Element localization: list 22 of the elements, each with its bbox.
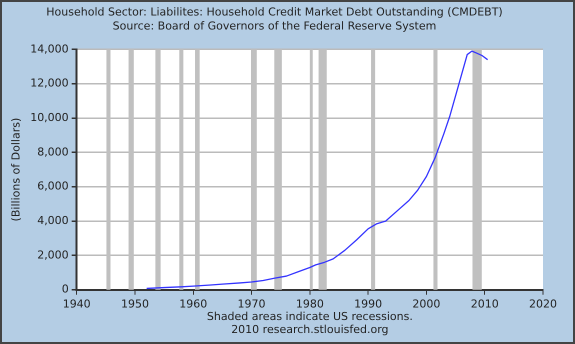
text: Shaded areas indicate US recessions. [206, 310, 413, 323]
y-axis-title: (Billions of Dollars) [9, 118, 22, 222]
x-tick-label: 1960 [179, 297, 208, 310]
x-tick-label: 2010 [470, 297, 499, 310]
x-tick-label: 1950 [120, 297, 149, 310]
y-tick-label: 2,000 [37, 248, 69, 262]
y-tick-label: 4,000 [37, 214, 69, 227]
y-tick-label: 14,000 [30, 42, 69, 56]
chart-subtitle: Source: Board of Governors of the Federal Reserve System [112, 20, 436, 33]
y-tick-label: 6,000 [37, 180, 69, 193]
x-tick-label: 2020 [529, 297, 557, 310]
x-tick-label: 1970 [238, 297, 266, 310]
x-tick-label: 1980 [296, 297, 324, 310]
y-tick-label: 0 [62, 282, 69, 296]
x-tick-label: 2000 [412, 297, 440, 310]
y-tick-label: 10,000 [30, 110, 69, 124]
x-tick-label: 1940 [62, 297, 91, 310]
y-tick-label: 8,000 [37, 145, 69, 158]
text: 2010 research.stlouisfed.org [231, 323, 389, 336]
chart-title: Household Sector: Liabilites: Household Credit Market Debt Outstanding (CMDEBT) [46, 5, 503, 18]
x-tick-label: 1990 [354, 297, 382, 310]
y-tick-label: 12,000 [30, 76, 69, 90]
